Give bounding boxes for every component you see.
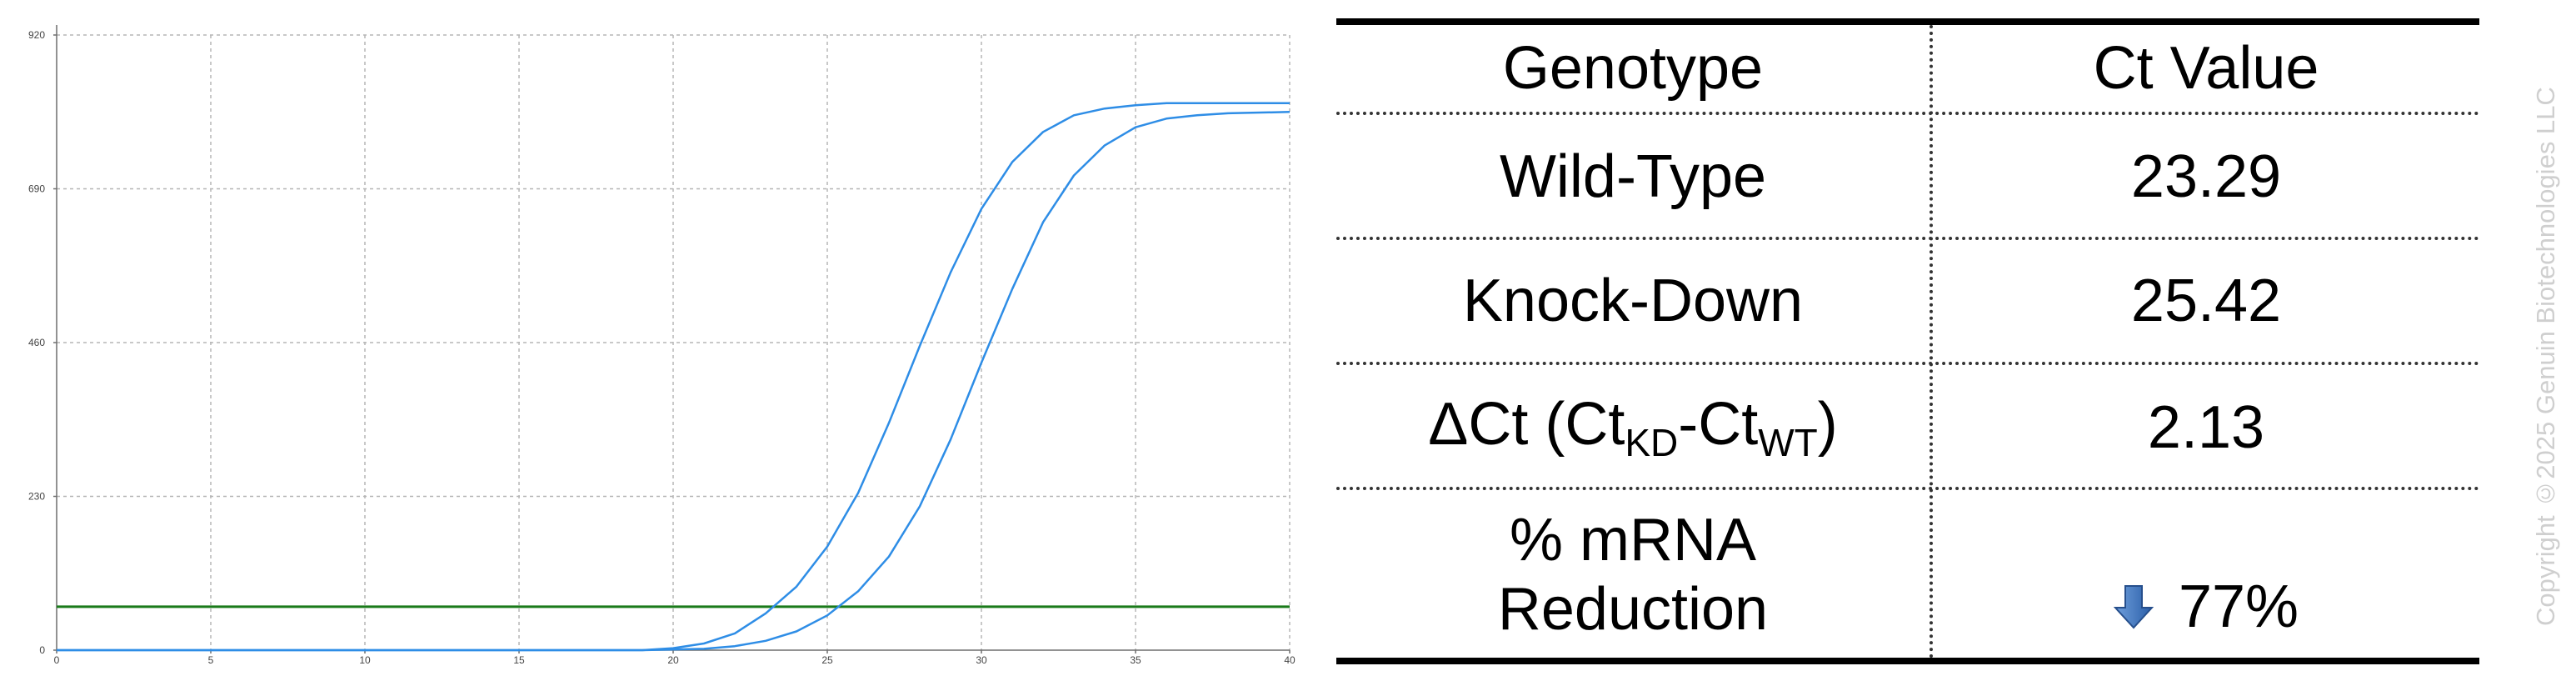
row-wild-type-value: 23.29 xyxy=(2130,143,2282,210)
mrna-reduction-line2: Reduction xyxy=(1497,576,1769,643)
delta-ct-end: ) xyxy=(1817,391,1838,458)
delta-ct-sub-wt: WT xyxy=(1758,421,1818,465)
x-tick-label: 10 xyxy=(359,654,371,666)
y-tick-label: 0 xyxy=(39,644,45,656)
grid-lines xyxy=(57,34,1290,650)
y-tick-label: 460 xyxy=(28,337,45,348)
amplification-curves xyxy=(57,102,1290,652)
row-delta-ct-value: 2.13 xyxy=(2147,393,2265,461)
mrna-reduction-line1: % mRNA xyxy=(1509,507,1756,574)
delta-ct-mid: -Ct xyxy=(1678,391,1759,458)
axes xyxy=(53,25,1290,653)
header-genotype: Genotype xyxy=(1502,34,1764,102)
y-tick-label: 690 xyxy=(28,183,45,195)
amplification-plot: 0 5 10 15 20 25 30 35 40 0 230 460 690 920 xyxy=(28,25,1295,666)
tick-labels: 0 5 10 15 20 25 30 35 40 0 230 460 690 920 xyxy=(28,29,1295,666)
x-tick-label: 30 xyxy=(976,654,987,666)
column-divider xyxy=(1930,25,1933,658)
mrna-reduction-value: 77% xyxy=(2178,573,2299,640)
row-divider xyxy=(1336,112,2479,115)
x-tick-label: 0 xyxy=(54,654,60,666)
header-ct-value: Ct Value xyxy=(2093,34,2319,102)
x-tick-label: 15 xyxy=(513,654,525,666)
copyright-watermark: Copyright ©2025 Genuin Biotechnologies L… xyxy=(2531,87,2560,627)
x-tick-label: 20 xyxy=(667,654,679,666)
delta-ct-sub-kd: KD xyxy=(1625,421,1679,465)
amplification-curve-2 xyxy=(57,111,1290,652)
amplification-chart: 0 5 10 15 20 25 30 35 40 0 230 460 690 920 xyxy=(28,25,1295,666)
delta-ct-main: ΔCt (Ct xyxy=(1428,391,1625,458)
row-divider xyxy=(1336,362,2479,365)
row-delta-ct-label: ΔCt (CtKD-CtWT) xyxy=(1336,368,1930,487)
row-knock-down-label: Knock-Down xyxy=(1462,267,1804,334)
x-tick-label: 40 xyxy=(1284,654,1295,666)
row-mrna-reduction-label: % mRNA Reduction xyxy=(1336,493,1930,657)
x-tick-label: 5 xyxy=(208,654,214,666)
row-mrna-reduction-value: 77% xyxy=(1933,557,2479,657)
x-tick-label: 35 xyxy=(1130,654,1141,666)
row-knock-down-value: 25.42 xyxy=(2130,267,2282,334)
table-top-rule xyxy=(1336,18,2479,25)
y-tick-label: 920 xyxy=(28,29,45,41)
row-divider xyxy=(1336,487,2479,490)
ct-results-table: Genotype Ct Value Wild-Type 23.29 Knock-… xyxy=(1336,18,2479,664)
row-wild-type-label: Wild-Type xyxy=(1499,143,1767,210)
y-tick-label: 230 xyxy=(28,491,45,503)
row-divider xyxy=(1336,237,2479,240)
x-tick-label: 25 xyxy=(821,654,833,666)
down-arrow-icon xyxy=(2113,585,2154,629)
table-bottom-rule xyxy=(1336,658,2479,664)
